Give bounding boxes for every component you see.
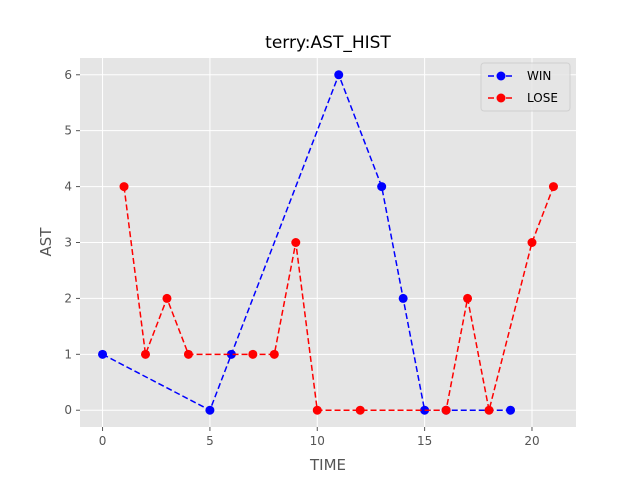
data-point-lose — [355, 405, 365, 415]
data-point-lose — [140, 349, 150, 359]
data-point-lose — [484, 405, 494, 415]
x-tick-label: 10 — [310, 434, 325, 448]
data-point-lose — [548, 182, 558, 192]
data-point-lose — [162, 293, 172, 303]
y-tick-label: 3 — [64, 236, 72, 250]
y-tick-label: 4 — [64, 180, 72, 194]
chart-title: terry:AST_HIST — [265, 33, 391, 53]
data-point-lose — [119, 182, 129, 192]
legend: WIN LOSE — [480, 62, 571, 112]
series-layer — [98, 70, 558, 415]
data-point-win — [506, 405, 516, 415]
x-axis-ticks: 0 5 10 15 20 — [99, 427, 540, 448]
y-tick-label: 5 — [64, 124, 72, 138]
series-line-lose — [123, 186, 555, 411]
y-tick-label: 0 — [64, 403, 72, 417]
y-tick-label: 2 — [64, 291, 72, 305]
data-point-lose — [463, 293, 473, 303]
y-tick-label: 6 — [64, 68, 72, 82]
data-point-win — [226, 349, 236, 359]
legend-label-win: WIN — [527, 69, 551, 83]
y-axis-label: AST — [37, 227, 55, 257]
data-point-lose — [441, 405, 451, 415]
x-axis-label: TIME — [309, 456, 346, 474]
x-tick-label: 20 — [524, 434, 539, 448]
data-point-lose — [312, 405, 322, 415]
y-axis-ticks: 0 1 2 3 4 5 6 — [64, 68, 80, 417]
data-point-win — [205, 405, 215, 415]
data-point-lose — [527, 238, 537, 247]
legend-swatch-marker-lose — [496, 93, 506, 103]
data-point-lose — [291, 238, 301, 247]
data-point-win — [377, 182, 387, 192]
series-lose — [119, 182, 558, 415]
legend-swatch-marker-win — [496, 71, 506, 81]
data-point-win — [98, 349, 108, 359]
x-tick-label: 5 — [206, 434, 214, 448]
data-point-lose — [248, 349, 258, 359]
data-point-win — [334, 70, 344, 80]
data-point-lose — [183, 349, 193, 359]
x-tick-label: 0 — [99, 434, 107, 448]
legend-label-lose: LOSE — [527, 91, 558, 105]
data-point-win — [398, 293, 408, 303]
y-tick-label: 1 — [64, 347, 72, 361]
data-point-lose — [269, 349, 279, 359]
x-tick-label: 15 — [417, 434, 432, 448]
